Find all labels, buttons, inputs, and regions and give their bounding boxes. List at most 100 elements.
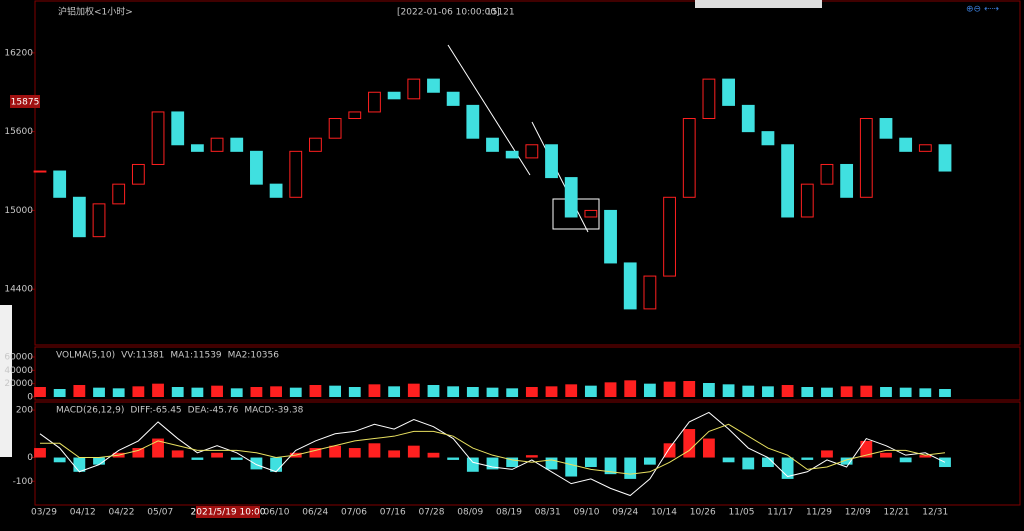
macd-bar xyxy=(466,457,479,472)
y-tick-label: -100 xyxy=(13,477,34,487)
volume-bar xyxy=(880,387,892,397)
indicator-label: VV:11381 xyxy=(121,351,164,361)
top-toolbar[interactable] xyxy=(695,0,822,8)
macd-bar xyxy=(703,438,715,458)
volume-bar xyxy=(781,385,794,397)
volume-bar xyxy=(604,382,617,397)
candle xyxy=(525,144,539,159)
macd-bar xyxy=(171,450,184,458)
x-tick-label: 10/14 xyxy=(651,508,677,518)
x-tick-label: 11/29 xyxy=(806,508,832,518)
volume-bar xyxy=(486,387,499,397)
macd-bar xyxy=(781,457,794,479)
candle xyxy=(899,137,913,152)
macd-bar xyxy=(624,457,637,479)
volume-bar xyxy=(407,383,420,397)
macd-bar xyxy=(919,455,932,458)
draw-toolbar[interactable] xyxy=(0,305,12,457)
candle xyxy=(309,137,322,152)
candle xyxy=(781,144,795,218)
macd-bar xyxy=(53,457,66,463)
x-tick-label: 09/10 xyxy=(574,508,600,518)
x-tick-label: 10/26 xyxy=(690,508,716,518)
candle xyxy=(800,183,814,218)
macd-bar xyxy=(565,457,578,477)
volume-bar xyxy=(152,383,164,397)
volume-panel xyxy=(34,346,1021,401)
macd-bar xyxy=(821,450,833,458)
volume-bar xyxy=(821,387,833,397)
x-tick-label: 05/07 xyxy=(147,508,173,518)
x-tick-label: 12/21 xyxy=(884,508,910,518)
chart-title: 沪铝加权<1小时> xyxy=(58,6,133,18)
candle xyxy=(859,118,873,198)
candle xyxy=(722,78,735,106)
macd-bar xyxy=(388,450,401,458)
indicator-label: DEA:-45.76 xyxy=(188,406,239,416)
candle xyxy=(643,275,657,310)
candle xyxy=(407,78,421,100)
y-tick-label: 40000 xyxy=(4,366,33,376)
volume-bar xyxy=(860,385,873,397)
x-tick-label: 08/09 xyxy=(457,508,483,518)
indicator-label: MACD(26,12,9) xyxy=(56,406,124,416)
macd-bar xyxy=(309,448,322,458)
indicator-label: MA2:10356 xyxy=(228,351,280,361)
macd-bar xyxy=(525,455,538,458)
x-tick-label: 11/05 xyxy=(729,508,755,518)
macd-bar xyxy=(939,457,951,468)
candle xyxy=(368,91,381,113)
macd-bar xyxy=(427,452,440,458)
macd-bar xyxy=(407,445,420,458)
candle xyxy=(387,91,401,100)
macd-bar xyxy=(348,448,361,458)
macd-bar xyxy=(506,457,519,468)
candle xyxy=(545,144,558,179)
y-tick-label: 0 xyxy=(27,453,33,463)
volume-bar xyxy=(703,383,715,397)
zoom-icons[interactable]: ⊕⊖ ⇠⇢ xyxy=(966,5,999,15)
volume-bar xyxy=(447,386,460,397)
header-time: [2022-01-06 10:00:00] xyxy=(397,8,500,18)
macd-bar xyxy=(860,440,873,458)
volume-bar xyxy=(53,389,66,397)
volume-bar xyxy=(840,386,853,397)
candle xyxy=(171,111,185,146)
x-tick-label: 08/19 xyxy=(496,508,522,518)
candle xyxy=(33,170,47,173)
candle xyxy=(564,177,578,218)
macd-bar xyxy=(545,457,558,470)
macd-bar xyxy=(368,443,381,458)
candle xyxy=(250,150,263,185)
x-tick-label: 06/24 xyxy=(302,508,328,518)
volume-bar xyxy=(211,385,223,397)
candle xyxy=(761,131,775,146)
volume-bar xyxy=(388,386,401,397)
candle xyxy=(151,111,165,165)
macd-bar xyxy=(34,448,46,458)
y-tick-label: 200 xyxy=(16,406,33,416)
macd-bar xyxy=(899,457,912,463)
macd-bar xyxy=(801,457,814,460)
candle xyxy=(584,209,598,218)
macd-bar xyxy=(132,448,145,458)
volume-bar xyxy=(329,385,342,397)
candle xyxy=(466,104,480,139)
volume-bar xyxy=(250,387,263,397)
candle xyxy=(446,91,460,106)
volume-bar xyxy=(624,380,637,397)
macd-bar xyxy=(762,457,774,468)
volume-bar xyxy=(506,388,519,397)
macd-bar xyxy=(152,438,164,458)
x-tick-label: 04/12 xyxy=(70,508,96,518)
volume-bar xyxy=(939,389,951,397)
volume-bar xyxy=(899,387,912,397)
candle xyxy=(348,111,362,120)
volume-bar xyxy=(171,387,184,397)
candle xyxy=(682,118,696,198)
volume-bar xyxy=(762,386,774,397)
volume-bar xyxy=(545,386,558,397)
volume-bar xyxy=(919,388,932,397)
volume-bar xyxy=(132,386,145,397)
volume-bar xyxy=(584,385,597,397)
